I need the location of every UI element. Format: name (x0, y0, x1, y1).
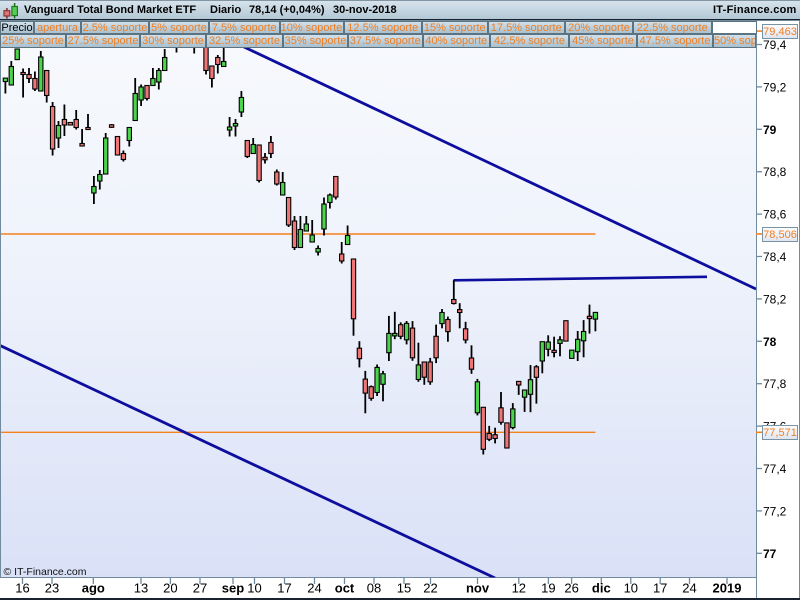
svg-text:77: 77 (763, 547, 777, 561)
svg-text:26: 26 (564, 581, 578, 596)
svg-text:78,2: 78,2 (763, 292, 787, 306)
svg-text:77,8: 77,8 (763, 377, 787, 391)
svg-text:10: 10 (624, 581, 638, 596)
svg-text:08: 08 (367, 581, 381, 596)
svg-text:10: 10 (247, 581, 261, 596)
svg-text:2019: 2019 (713, 581, 742, 596)
svg-text:nov: nov (466, 581, 490, 596)
svg-text:12: 12 (512, 581, 526, 596)
svg-text:79,2: 79,2 (763, 80, 787, 94)
svg-text:79,4: 79,4 (763, 38, 787, 52)
svg-text:20: 20 (163, 581, 177, 596)
svg-text:dic: dic (592, 581, 611, 596)
svg-text:ago: ago (82, 581, 105, 596)
svg-text:sep: sep (222, 581, 244, 596)
svg-text:23: 23 (45, 581, 59, 596)
svg-text:24: 24 (682, 581, 696, 596)
svg-text:19: 19 (541, 581, 555, 596)
svg-text:oct: oct (335, 581, 355, 596)
svg-text:77,4: 77,4 (763, 462, 787, 476)
svg-text:78: 78 (763, 335, 777, 349)
svg-text:16: 16 (15, 581, 29, 596)
svg-text:78,4: 78,4 (763, 250, 787, 264)
svg-text:27: 27 (193, 581, 207, 596)
svg-text:17: 17 (653, 581, 667, 596)
svg-text:79: 79 (763, 123, 777, 137)
svg-text:22: 22 (423, 581, 437, 596)
svg-text:13: 13 (134, 581, 148, 596)
svg-text:17: 17 (277, 581, 291, 596)
svg-text:24: 24 (307, 581, 321, 596)
svg-text:78,6: 78,6 (763, 208, 787, 222)
svg-text:78,8: 78,8 (763, 165, 787, 179)
svg-text:77,2: 77,2 (763, 504, 787, 518)
svg-text:15: 15 (397, 581, 411, 596)
